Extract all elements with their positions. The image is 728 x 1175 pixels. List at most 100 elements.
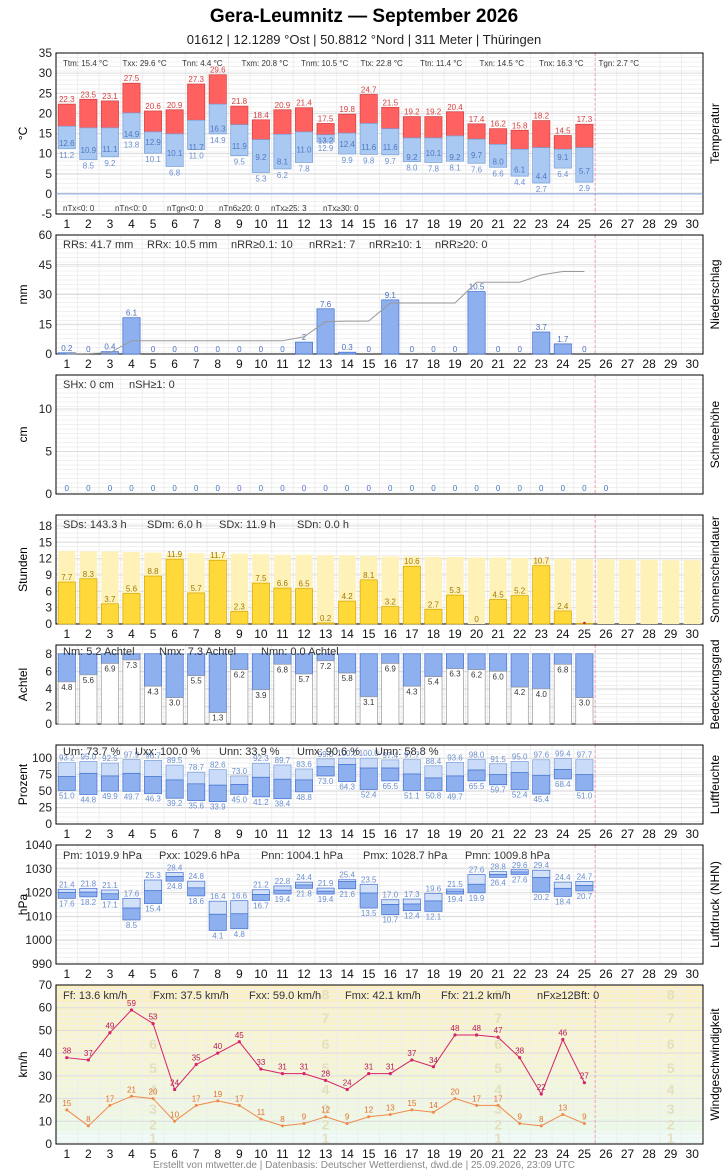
y-tick-label: 15 <box>39 317 53 331</box>
day-label: 5 <box>150 827 157 841</box>
side-label: Schneehöhe <box>708 400 722 468</box>
pressure-max-value: 29.4 <box>533 861 549 870</box>
y-tick-label: 0 <box>45 1137 52 1151</box>
pressure-lower-bar <box>165 876 184 882</box>
sun-bar <box>316 622 335 625</box>
day-label: 7 <box>193 627 200 641</box>
wind-mean-value: 11 <box>257 1108 266 1117</box>
sun-value: 5.3 <box>449 586 461 595</box>
pressure-max-value: 25.3 <box>145 871 161 880</box>
humidity-lower-bar <box>424 777 443 791</box>
stat-label: Nm: 5.2 Achtel <box>63 646 135 658</box>
y-axis-label: Prozent <box>16 763 30 805</box>
tmax-bar <box>359 94 378 124</box>
pressure-lower-bar <box>553 887 572 897</box>
day-label: 16 <box>384 827 398 841</box>
cloud-value: 3.0 <box>579 699 591 708</box>
day-label: 7 <box>193 217 200 231</box>
snow-value: 0 <box>453 484 458 493</box>
tmin5-value: 13.2 <box>318 137 334 146</box>
clear-bar <box>381 663 400 725</box>
tmin-value: 8.0 <box>406 164 418 173</box>
pressure-lower-bar <box>381 904 400 916</box>
y-tick-label: 70 <box>39 978 53 992</box>
day-label: 26 <box>599 357 613 371</box>
day-label: 28 <box>642 627 656 641</box>
day-label: 9 <box>236 217 243 231</box>
snow-value: 0 <box>604 484 609 493</box>
beaufort-label: 1 <box>494 1130 502 1146</box>
pressure-lower-bar <box>100 893 119 900</box>
beaufort-label: 4 <box>149 1081 157 1097</box>
stat-label: nRR≥0.1: 10 <box>231 239 293 251</box>
tmax-bar <box>575 123 594 148</box>
y-tick-label: 12 <box>39 552 53 566</box>
wind-mean-point <box>496 1103 500 1107</box>
tmin-value: 9.9 <box>342 156 354 165</box>
tmin-value: 6.8 <box>169 169 181 178</box>
day-label: 22 <box>513 357 527 371</box>
beaufort-label: 2 <box>494 1117 502 1133</box>
day-label: 20 <box>470 217 484 231</box>
y-tick-label: 4 <box>45 682 52 696</box>
stat-label: nFx≥12Bft: 0 <box>537 990 599 1002</box>
day-label: 15 <box>362 1147 376 1160</box>
cloud-value: 5.5 <box>191 677 203 686</box>
wind-gust-value: 48 <box>451 1024 460 1033</box>
beaufort-label: 5 <box>149 1060 157 1076</box>
beaufort-label: 8 <box>149 987 157 1003</box>
day-label: 3 <box>107 967 114 981</box>
tmin-bar <box>381 128 400 156</box>
cloud-value: 3.0 <box>169 699 181 708</box>
day-label: 27 <box>621 967 635 981</box>
stat-label: RRx: 10.5 mm <box>147 239 217 251</box>
day-label: 2 <box>85 827 92 841</box>
stat-label: Tnm: 10.5 °C <box>301 59 348 68</box>
tmax-bar <box>208 74 227 105</box>
day-label: 11 <box>276 967 289 981</box>
wind-mean-point <box>86 1124 90 1128</box>
day-label: 29 <box>664 827 678 841</box>
wind-gust-point <box>388 1071 392 1076</box>
sun-value: 4.5 <box>493 590 505 599</box>
pressure-min-value: 21.6 <box>339 890 355 899</box>
side-label: Luftdruck (NHN) <box>708 861 722 948</box>
day-label: 7 <box>193 967 200 981</box>
sun-bar <box>208 559 227 625</box>
humidity-upper-bar <box>575 759 594 775</box>
tmin-value: 8.1 <box>449 163 461 172</box>
day-label: 25 <box>578 627 592 641</box>
humidity-lower-bar <box>165 779 184 799</box>
day-label: 6 <box>171 627 178 641</box>
day-label: 7 <box>193 827 200 841</box>
humidity-lower-bar <box>467 769 486 782</box>
cloud-value: 5.8 <box>342 674 354 683</box>
tmax-value: 16.2 <box>490 120 506 129</box>
tmax-value: 27.5 <box>124 74 140 83</box>
precip-value: 3.7 <box>536 323 548 332</box>
day-label: 23 <box>535 967 549 981</box>
day-label: 28 <box>642 827 656 841</box>
precip-value: 0 <box>517 345 522 354</box>
humidity-max-value: 89.7 <box>275 756 291 765</box>
day-label: 15 <box>362 357 376 371</box>
tmax-value: 14.5 <box>555 127 571 136</box>
sun-value: 2.4 <box>557 602 569 611</box>
stat-label: nTgn<0: 0 <box>167 204 204 213</box>
precip-value: 0 <box>410 345 415 354</box>
tmin-value: 13.8 <box>124 140 140 149</box>
sun-value: 8.1 <box>363 571 375 580</box>
sun-value: 3.2 <box>385 598 397 607</box>
humidity-lower-bar <box>230 784 249 795</box>
wind-mean-value: 17 <box>105 1094 114 1103</box>
humidity-lower-bar <box>187 783 206 801</box>
pressure-upper-bar <box>553 881 572 889</box>
day-label: 11 <box>276 1147 289 1160</box>
beaufort-label: 4 <box>322 1081 330 1097</box>
sun-value: 7.5 <box>255 574 267 583</box>
tmin5-value: 9.2 <box>255 153 267 162</box>
stat-label: nTn<0: 0 <box>115 204 147 213</box>
tmin5-value: 11.0 <box>297 146 313 155</box>
tmax-value: 17.5 <box>318 114 334 123</box>
